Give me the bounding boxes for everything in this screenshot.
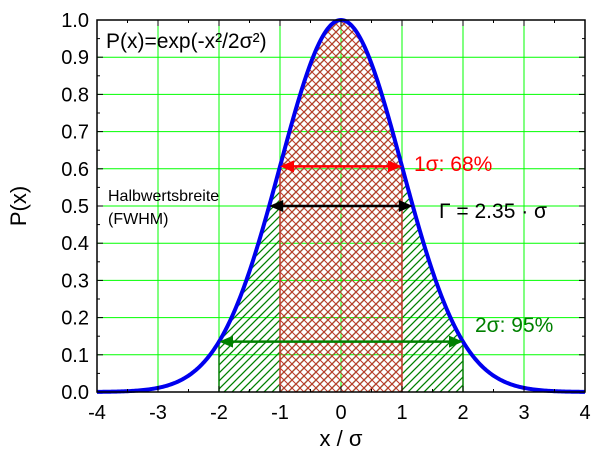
one-sigma-arrow-head-left	[280, 160, 294, 173]
y-tick-label: 0.4	[61, 233, 89, 255]
x-tick-label: 0	[335, 402, 346, 424]
x-tick-label: -1	[271, 402, 289, 424]
fwhm-arrow-head-left	[269, 200, 284, 212]
y-tick-label: 0.0	[61, 382, 89, 404]
x-tick-label: 4	[579, 402, 590, 424]
one-sigma-arrow-head-right	[388, 160, 402, 173]
y-tick-label: 0.3	[61, 270, 89, 292]
y-tick-label: 0.1	[61, 345, 89, 367]
y-tick-label: 0.5	[61, 196, 89, 218]
halbwertsbreite-label: Halbwertsbreite	[108, 188, 219, 205]
y-tick-label: 0.8	[61, 84, 89, 106]
fwhm-gamma-label: Γ = 2.35 · σ	[439, 200, 547, 223]
x-tick-labels: -4 -3 -2 -1 0 1 2 3 4	[88, 402, 590, 424]
two-sigma-label: 2σ: 95%	[475, 314, 553, 337]
arrows	[219, 160, 463, 348]
y-tick-labels: 0.0 0.1 0.2 0.3 0.4 0.5 0.6 0.7 0.8 0.9 1.0	[61, 10, 89, 404]
x-tick-label: 3	[518, 402, 529, 424]
x-tick-label: -4	[88, 402, 106, 424]
y-tick-label: 0.2	[61, 308, 89, 330]
x-tick-label: 1	[396, 402, 407, 424]
y-axis-label: P(x)	[6, 186, 31, 226]
x-tick-label: 2	[457, 402, 468, 424]
formula-label: P(x)=exp(-x²/2σ²)	[106, 30, 267, 53]
two-sigma-arrow-head-right	[449, 335, 463, 348]
tick-marks	[96, 19, 586, 393]
fwhm-label: (FWHM)	[108, 211, 168, 228]
x-axis-label: x / σ	[320, 426, 363, 451]
y-tick-label: 1.0	[61, 10, 89, 32]
y-tick-label: 0.7	[61, 122, 89, 144]
x-tick-label: -3	[149, 402, 167, 424]
one-sigma-label: 1σ: 68%	[414, 153, 492, 176]
two-sigma-arrow-head-left	[219, 335, 233, 348]
fwhm-arrow-head-right	[398, 200, 413, 212]
x-tick-label: -2	[210, 402, 228, 424]
y-tick-label: 0.9	[61, 47, 89, 69]
y-tick-label: 0.6	[61, 159, 89, 181]
